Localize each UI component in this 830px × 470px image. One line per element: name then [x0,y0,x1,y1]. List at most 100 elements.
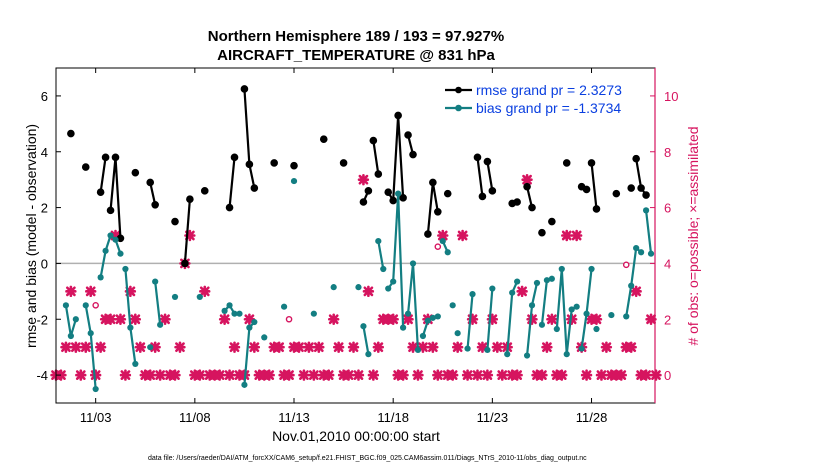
rmse-point [250,184,259,192]
obs-count-assimilated-marker [362,285,375,298]
obs-count-assimilated-marker [342,369,355,381]
bias-point [623,313,630,320]
bias-point [117,250,124,257]
obs-count-assimilated-marker [174,341,186,353]
rmse-point [200,187,209,195]
legend-rmse-marker [455,86,462,94]
bias-series-line [377,240,385,270]
bias-point [434,313,441,320]
y-tick-label-right: 8 [664,145,671,160]
bias-point [444,249,451,256]
bias-point [588,265,595,273]
bias-point [107,232,114,239]
obs-count-possible-marker [434,243,442,250]
obs-count-possible-marker [285,315,293,323]
obs-count-possible-marker [92,301,99,309]
obs-count-assimilated-marker [184,229,196,242]
obs-count-assimilated-marker [154,369,166,381]
bias-point [385,285,392,292]
y-tick-label-right: 10 [664,89,678,104]
obs-count-assimilated-marker [521,173,533,186]
bias-point [375,237,382,245]
rmse-point [111,153,120,162]
y-tick-label-right: 4 [664,256,671,271]
bias-point [578,345,585,352]
bias-point [395,190,402,197]
obs-count-assimilated-marker [650,369,662,381]
obs-count-assimilated-marker [124,285,137,298]
obs-count-assimilated-marker [223,369,236,381]
obs-count-assimilated-marker [248,341,261,353]
rmse-point [131,168,140,177]
obs-count-assimilated-marker [471,369,484,381]
bias-point [380,265,387,273]
bias-point [152,278,159,285]
rmse-point [186,195,194,204]
rmse-point [513,198,521,206]
y-axis-label: rmse and bias (model - observation) [23,124,39,348]
obs-count-assimilated-marker [541,341,553,353]
rmse-point [146,178,155,187]
rmse-series-line [183,199,191,264]
bias-point [553,325,560,333]
obs-count-assimilated-marker [451,341,464,353]
bias-point [290,177,298,185]
rmse-series-line [109,156,122,239]
obs-count-assimilated-marker [476,341,489,353]
bias-point [251,318,258,326]
obs-count-assimilated-marker [466,313,479,325]
legend-bias-marker [455,104,462,112]
bias-point [330,284,337,291]
obs-count-assimilated-marker [516,285,528,298]
obs-count-assimilated-marker [194,369,206,381]
bias-point [171,293,179,301]
rmse-point [374,170,383,178]
obs-count-assimilated-marker [536,369,548,381]
bias-point [310,310,317,317]
rmse-point [290,161,298,170]
rmse-point [473,153,482,162]
bias-point [429,314,436,321]
x-tick-label: 11/08 [179,410,211,425]
obs-count-assimilated-marker [402,313,414,325]
rmse-point [434,207,442,216]
bias-series-line [625,246,642,317]
y-tick-label: 6 [41,89,48,104]
obs-count-assimilated-marker [427,341,439,353]
bias-point [62,302,70,309]
rmse-point [245,160,254,169]
rmse-point [548,217,556,226]
bias-point [414,346,422,354]
bias-point [127,324,134,331]
x-axis-label: Nov.01,2010 00:00:00 start [272,428,440,444]
bias-point [563,351,570,358]
bias-series-line [466,294,474,349]
obs-count-assimilated-marker [615,369,627,381]
obs-count-assimilated-marker [293,341,305,353]
bias-point [390,278,397,285]
rmse-point [612,189,621,198]
obs-count-assimilated-marker [526,313,538,325]
bias-point [365,351,372,358]
bias-series-line [387,192,405,328]
obs-count-assimilated-marker [80,341,92,353]
bias-point [241,381,248,388]
x-tick-label: 11/28 [576,410,608,425]
obs-count-possible-marker [622,261,630,269]
rmse-point [587,159,596,167]
bias-point [404,310,412,317]
obs-count-assimilated-marker [461,369,474,381]
bias-point [633,244,640,252]
obs-count-assimilated-marker [486,313,499,325]
rmse-point [384,188,393,197]
rmse-point [478,192,487,201]
bias-point [419,332,427,340]
bias-point [628,282,635,289]
y-tick-label-right: 2 [664,312,671,327]
bias-point [528,302,536,309]
obs-count-assimilated-marker [75,369,87,381]
obs-count-assimilated-marker [387,313,399,325]
bias-point [558,265,565,273]
obs-count-assimilated-marker [446,369,459,381]
